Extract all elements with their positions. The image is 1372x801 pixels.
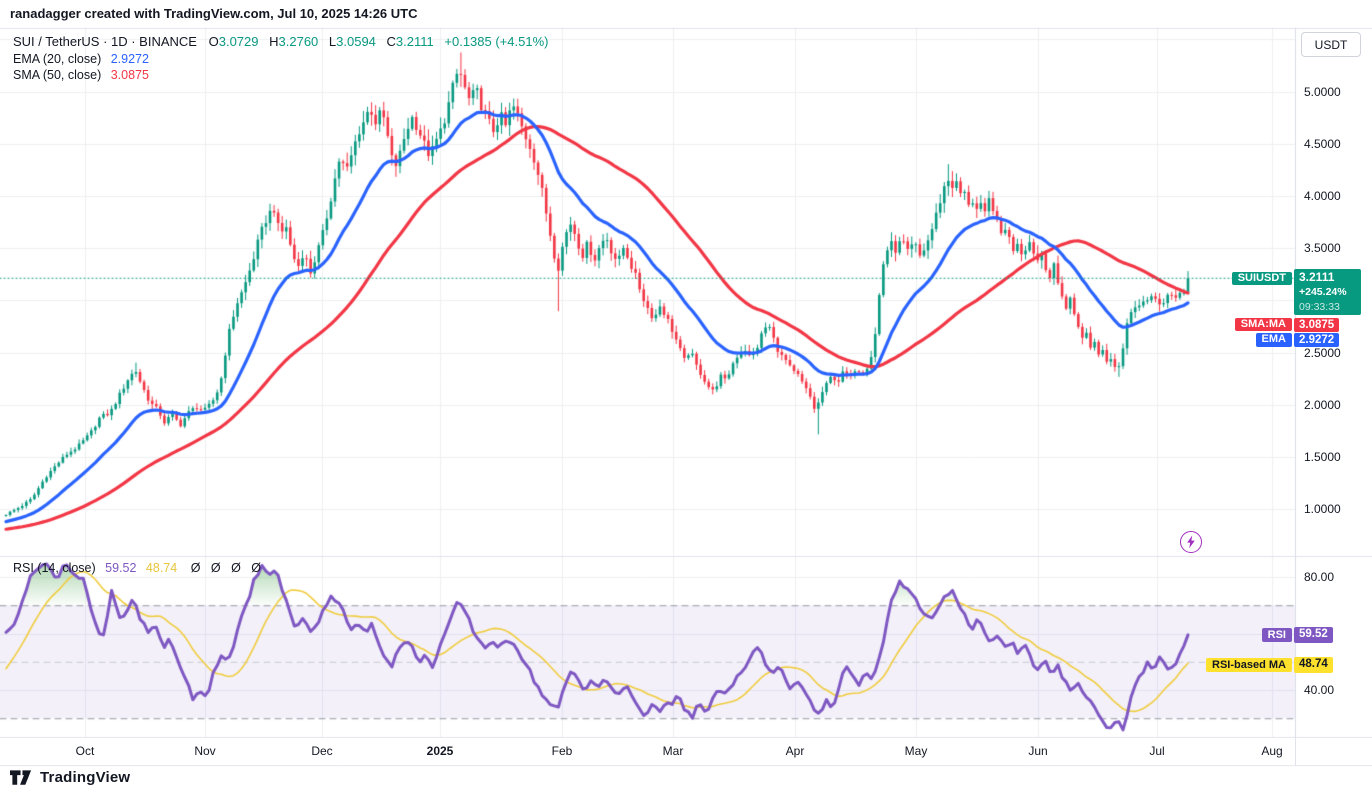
time-axis-label: Mar: [662, 744, 684, 758]
rsi-ma-axis-value-badge: 48.74: [1294, 657, 1333, 674]
close-label: C: [386, 34, 396, 49]
price-tick-label: 1.0000: [1304, 502, 1341, 517]
price-tick-label: 3.5000: [1304, 241, 1341, 256]
time-axis-label: 2025: [426, 744, 454, 758]
ema-axis-value-badge: 2.9272: [1294, 333, 1340, 348]
symbol-legend-row[interactable]: SUI / TetherUS · 1D · BINANCE O3.0729 H3…: [13, 34, 548, 50]
symbol-title: SUI / TetherUS · 1D · BINANCE: [13, 34, 197, 49]
time-axis-label: Oct: [75, 744, 95, 758]
time-axis-label: Dec: [311, 744, 333, 758]
time-axis-label: May: [904, 744, 928, 758]
time-axis-label: Jul: [1149, 744, 1165, 758]
close-value: 3.2111: [395, 34, 434, 49]
currency-toggle-button[interactable]: USDT: [1301, 32, 1361, 57]
rsi-ma-axis-value: 48.74: [1299, 658, 1328, 671]
low-label: L: [328, 34, 337, 49]
price-axis[interactable]: [1295, 28, 1372, 765]
sma-legend-row[interactable]: SMA (50, close) 3.0875: [13, 68, 149, 83]
time-axis-label: Aug: [1261, 744, 1283, 758]
time-axis-label: Nov: [194, 744, 216, 758]
rsi-empty-values: Ø Ø Ø Ø: [190, 561, 261, 575]
price-tick-label: 4.5000: [1304, 136, 1341, 151]
last-price-value-badge: 3.2111 +245.24% 09:33:33: [1294, 269, 1361, 316]
rsi-ma-axis-label-badge[interactable]: RSI-based MA: [1206, 658, 1292, 673]
time-axis-label: Feb: [551, 744, 573, 758]
rsi-name: RSI (14, close): [13, 561, 96, 575]
open-value: 3.0729: [218, 34, 259, 49]
price-tick-label: 2.5000: [1304, 345, 1341, 360]
tradingview-wordmark: TradingView: [40, 769, 131, 786]
footer-brand[interactable]: TradingView: [10, 769, 130, 786]
time-axis-label: Apr: [785, 744, 805, 758]
sma-name: SMA (50, close): [13, 68, 102, 82]
instant-trading-button[interactable]: [1180, 531, 1202, 553]
open-label: O: [208, 34, 219, 49]
sma-axis-value-badge: 3.0875: [1294, 317, 1340, 332]
low-value: 3.0594: [336, 34, 376, 49]
rsi-axis-value: 59.52: [1299, 627, 1328, 640]
price-tick-label: 4.0000: [1304, 188, 1341, 203]
rsi-legend-row[interactable]: RSI (14, close) 59.52 48.74 Ø Ø Ø Ø: [13, 561, 261, 576]
last-price-change-pct: +245.24%: [1299, 286, 1347, 299]
rsi-value: 59.52: [105, 561, 137, 575]
ema-name: EMA (20, close): [13, 52, 102, 66]
ema-axis-value: 2.9272: [1299, 334, 1335, 347]
time-axis[interactable]: Oct Nov Dec 2025 Feb Mar Apr May Jun Jul Aug: [0, 738, 1372, 765]
sma-axis-value: 3.0875: [1299, 318, 1335, 331]
rsi-tick-label: 80.00: [1304, 570, 1335, 584]
sma-axis-label-badge[interactable]: SMA:MA: [1234, 317, 1292, 332]
time-axis-label: Jun: [1028, 744, 1048, 758]
ema-value: 2.9272: [110, 52, 149, 66]
ema-legend-row[interactable]: EMA (20, close) 2.9272: [13, 52, 149, 67]
rsi-ma-value: 48.74: [145, 561, 178, 575]
high-value: 3.2760: [278, 34, 319, 49]
price-tick-label: 1.5000: [1304, 449, 1341, 464]
ema-axis-label-badge[interactable]: EMA: [1255, 333, 1292, 347]
attribution-text: ranadagger created with TradingView.com,…: [10, 6, 418, 21]
high-label: H: [269, 34, 279, 49]
sma-value: 3.0875: [110, 68, 149, 82]
rsi-axis-label-badge[interactable]: RSI: [1261, 627, 1292, 642]
last-price: 3.2111: [1299, 270, 1335, 285]
last-price-symbol-badge[interactable]: SUIUSDT: [1231, 271, 1292, 286]
tradingview-logo-icon: [10, 770, 32, 785]
bar-countdown: 09:33:33: [1299, 301, 1340, 314]
rsi-tick-label: 40.00: [1304, 683, 1335, 697]
change-value: +0.1385 (+4.51%): [444, 34, 549, 49]
lightning-bolt-icon: [1187, 535, 1195, 549]
rsi-axis-value-badge: 59.52: [1294, 626, 1333, 643]
price-tick-label: 5.0000: [1304, 84, 1341, 99]
price-tick-label: 2.0000: [1304, 397, 1341, 412]
